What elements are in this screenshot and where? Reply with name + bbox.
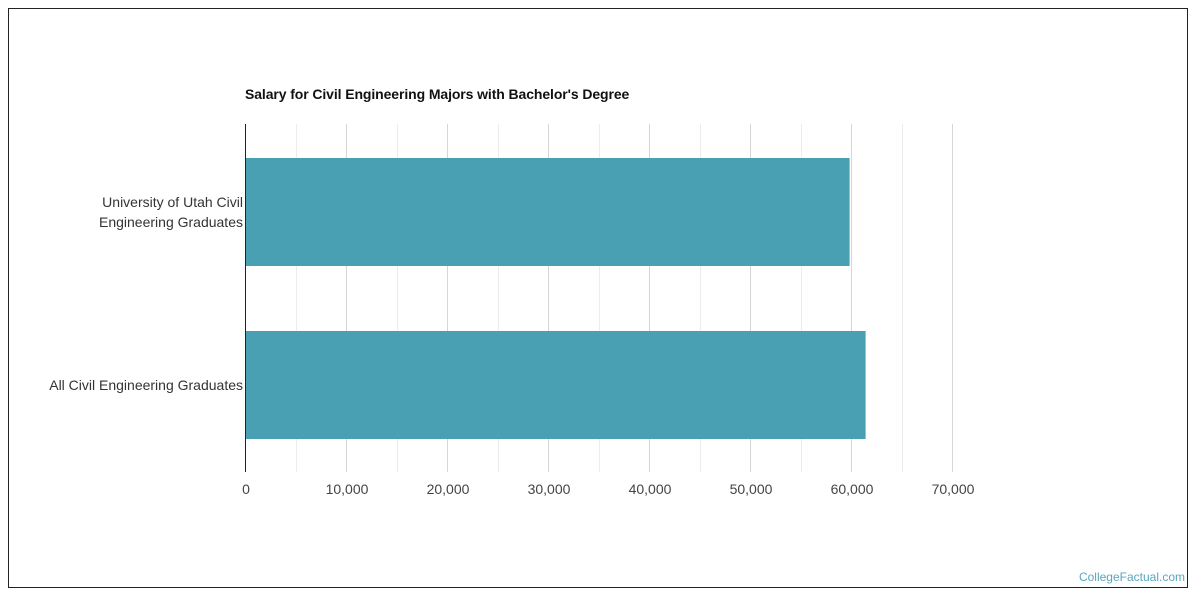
y-axis-line xyxy=(245,124,246,472)
x-tick-label: 60,000 xyxy=(830,481,874,497)
gridline-major xyxy=(952,124,953,472)
category-label-university-of-utah: University of Utah Civil Engineering Gra… xyxy=(99,192,243,232)
gridline-minor xyxy=(801,124,802,472)
plot-area xyxy=(245,124,1005,472)
category-label-line: Engineering Graduates xyxy=(99,214,243,230)
category-label-all-civil-engineering: All Civil Engineering Graduates xyxy=(49,375,243,395)
x-tick-label: 50,000 xyxy=(729,481,773,497)
category-label-line: All Civil Engineering Graduates xyxy=(49,377,243,393)
watermark-link[interactable]: CollegeFactual.com xyxy=(1078,570,1185,584)
x-tick-label: 40,000 xyxy=(628,481,672,497)
bar-edge xyxy=(865,331,866,439)
gridline-minor xyxy=(397,124,398,472)
x-tick-label: 10,000 xyxy=(325,481,369,497)
gridline-minor xyxy=(599,124,600,472)
gridline-major xyxy=(851,124,852,472)
x-tick-label: 30,000 xyxy=(527,481,571,497)
gridline-major xyxy=(750,124,751,472)
gridline-major xyxy=(346,124,347,472)
category-label-line: University of Utah Civil xyxy=(102,194,243,210)
gridline-major xyxy=(548,124,549,472)
x-tick-label: 70,000 xyxy=(931,481,975,497)
gridline-minor xyxy=(902,124,903,472)
bar-all-civil-engineering[interactable] xyxy=(245,331,866,439)
chart-title: Salary for Civil Engineering Majors with… xyxy=(245,86,630,102)
gridline-major xyxy=(447,124,448,472)
gridline-minor xyxy=(700,124,701,472)
chart-frame xyxy=(8,8,1188,588)
gridline-minor xyxy=(498,124,499,472)
x-tick-label: 20,000 xyxy=(426,481,470,497)
gridline-major xyxy=(649,124,650,472)
gridline-minor xyxy=(296,124,297,472)
bar-university-of-utah[interactable] xyxy=(245,158,850,266)
x-tick-label: 0 xyxy=(242,481,250,497)
bar-edge xyxy=(849,158,850,266)
